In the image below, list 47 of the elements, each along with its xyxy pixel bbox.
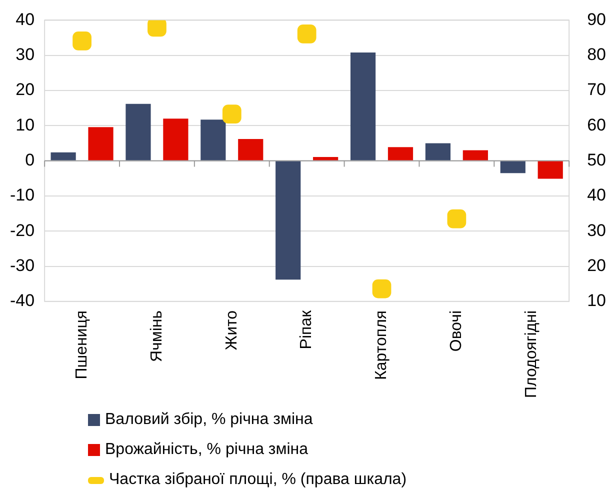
y2-tick-label: 80: [587, 45, 606, 64]
y2-tick-label: 60: [587, 115, 606, 134]
bar: [500, 161, 526, 174]
bar: [313, 156, 338, 160]
bar: [238, 139, 264, 160]
y2-tick-label: 10: [587, 291, 606, 310]
y-tick-label: 30: [16, 45, 35, 64]
y-tick-label: -20: [10, 220, 35, 240]
bar: [126, 104, 151, 160]
point: [72, 32, 92, 50]
y-tick-label: 40: [16, 10, 35, 29]
point: [297, 24, 316, 44]
bar: [350, 52, 376, 160]
y-tick-label: 20: [16, 80, 35, 100]
y-tick-label: -30: [10, 256, 35, 275]
y2-tick-label: 40: [587, 186, 606, 205]
bar: [276, 161, 301, 280]
y2-tick-label: 70: [587, 80, 606, 100]
y2-tick-label: 20: [587, 256, 606, 275]
bar: [425, 143, 451, 160]
point: [222, 104, 242, 124]
y-tick-label: -40: [10, 291, 35, 310]
y-tick-label: 0: [25, 150, 35, 170]
y2-tick-label: 30: [587, 220, 606, 240]
legend-label: Валовий збір, % річна зміна: [105, 411, 313, 429]
bar: [538, 161, 563, 179]
bar: [88, 127, 114, 160]
bar: [163, 118, 188, 160]
legend-label: Врожайність, % річна зміна: [105, 441, 308, 459]
legend-label: Частка зібраної площі, % (права шкала): [109, 471, 407, 489]
x-tick-label: Картопля: [373, 310, 390, 380]
x-tick-label: Ріпак: [298, 309, 316, 350]
point: [447, 209, 466, 228]
bar: [388, 147, 414, 160]
point: [372, 279, 392, 298]
x-tick-label: Пшениця: [73, 310, 90, 380]
y-tick-label: -10: [10, 186, 35, 205]
bar: [462, 150, 488, 160]
y2-tick-label: 50: [587, 150, 606, 170]
x-tick-label: Плодоягідні: [523, 310, 540, 398]
x-tick-label: Ячмінь: [148, 310, 166, 362]
x-tick-label: Жито: [223, 310, 240, 350]
bar: [200, 120, 226, 160]
y-tick-label: 10: [16, 115, 35, 134]
bar: [50, 152, 76, 160]
x-tick-label: Овочі: [448, 310, 466, 352]
y2-tick-label: 90: [587, 10, 606, 29]
